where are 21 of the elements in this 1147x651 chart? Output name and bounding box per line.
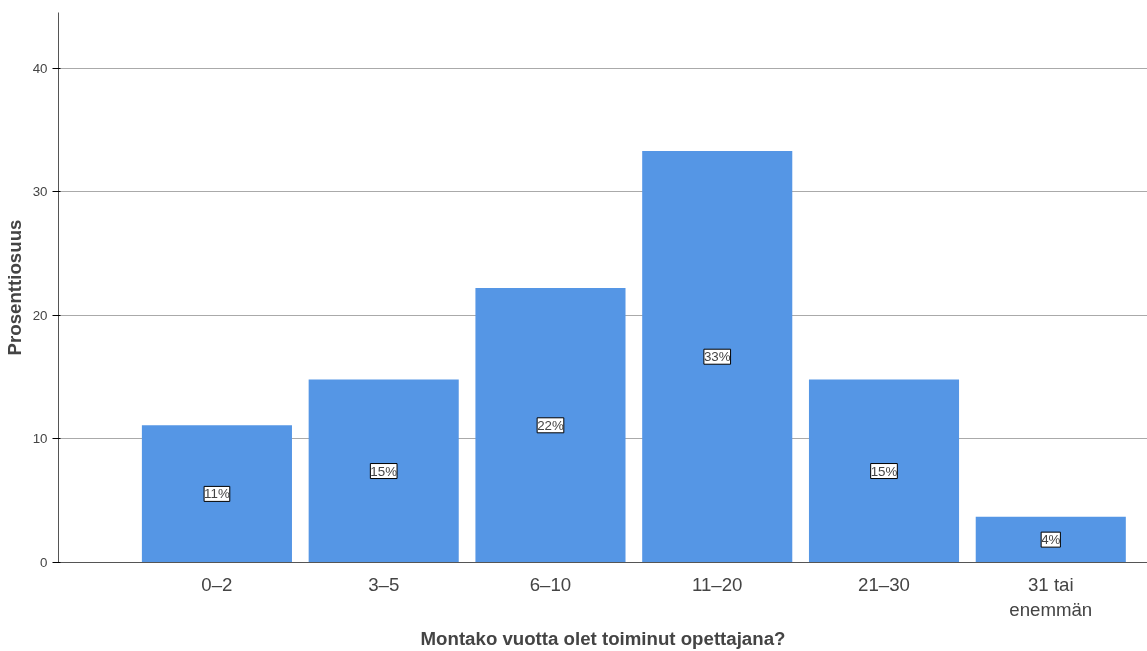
- y-tick-label: 30: [32, 184, 48, 200]
- x-tick-label: 3–5: [368, 573, 400, 595]
- y-tick-label: 20: [32, 307, 48, 323]
- y-tick-label: 10: [32, 431, 48, 447]
- y-tick-label: 0: [40, 555, 48, 570]
- data-label: 15%: [870, 463, 898, 479]
- x-tick-label: 31 tai enemmän: [1009, 573, 1093, 620]
- x-tick-label: 11–20: [691, 573, 743, 595]
- bar: [475, 288, 626, 563]
- bar: [975, 516, 1126, 563]
- y-tick-label: 40: [32, 60, 48, 76]
- bar: [308, 379, 459, 563]
- bar: [808, 379, 960, 563]
- x-tick-label: 21–30: [858, 573, 910, 595]
- data-label: 33%: [703, 349, 731, 365]
- y-axis-title: Prosenttiosuus: [3, 219, 25, 356]
- x-tick-label: 0–2: [201, 573, 233, 595]
- x-axis-title: Montako vuotta olet toiminut opettajana?: [420, 627, 786, 649]
- bar: [642, 150, 793, 563]
- x-tick-label: 6–10: [529, 573, 572, 595]
- bar: [141, 425, 292, 563]
